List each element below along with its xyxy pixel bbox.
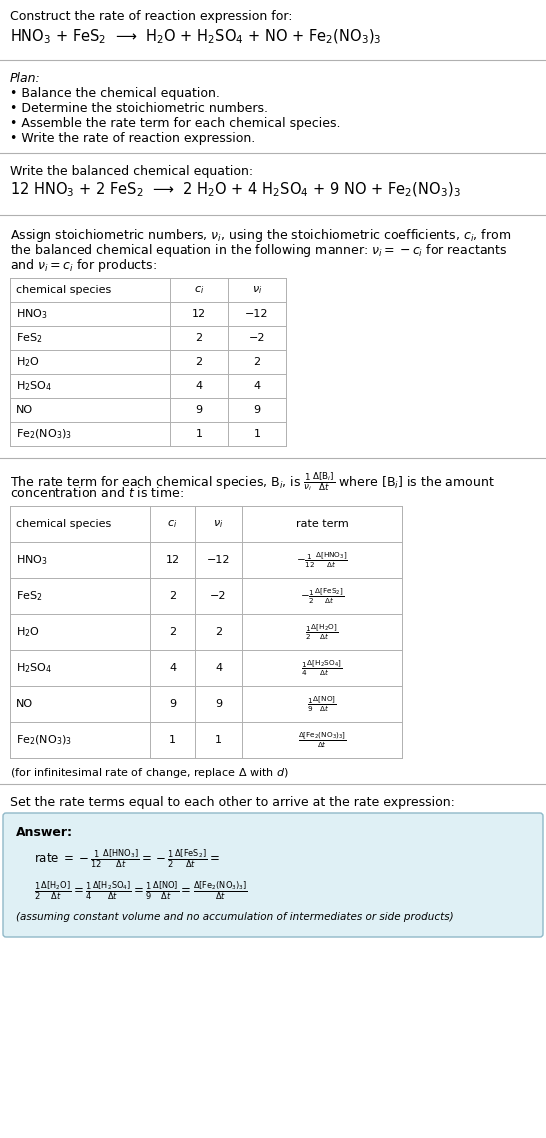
Text: $c_i$: $c_i$: [168, 518, 177, 530]
Text: $\frac{1}{4}\frac{\Delta[\mathrm{H_2SO_4}]}{\Delta t}$: $\frac{1}{4}\frac{\Delta[\mathrm{H_2SO_4…: [301, 658, 343, 678]
Text: FeS$_2$: FeS$_2$: [16, 589, 43, 603]
Text: 1: 1: [169, 735, 176, 745]
Text: 12: 12: [165, 555, 180, 564]
Text: $\frac{1}{2}\frac{\Delta[\mathrm{H_2O}]}{\Delta t}$: $\frac{1}{2}\frac{\Delta[\mathrm{H_2O}]}…: [305, 622, 339, 642]
Text: 12: 12: [192, 310, 206, 319]
Text: −12: −12: [207, 555, 230, 564]
Text: 4: 4: [169, 663, 176, 673]
Text: −2: −2: [249, 333, 265, 343]
Text: (for infinitesimal rate of change, replace Δ with $d$): (for infinitesimal rate of change, repla…: [10, 766, 289, 780]
Text: 9: 9: [253, 405, 260, 415]
Text: $\frac{1}{9}\frac{\Delta[\mathrm{NO}]}{\Delta t}$: $\frac{1}{9}\frac{\Delta[\mathrm{NO}]}{\…: [307, 694, 337, 714]
Text: H$_2$SO$_4$: H$_2$SO$_4$: [16, 661, 52, 675]
Text: • Write the rate of reaction expression.: • Write the rate of reaction expression.: [10, 132, 255, 145]
Text: 1: 1: [195, 429, 203, 439]
Text: NO: NO: [16, 405, 33, 415]
Text: rate $= -\frac{1}{12}\frac{\Delta[\mathrm{HNO_3}]}{\Delta t} = -\frac{1}{2}\frac: rate $= -\frac{1}{12}\frac{\Delta[\mathr…: [34, 848, 219, 871]
Text: the balanced chemical equation in the following manner: $\nu_i = -c_i$ for react: the balanced chemical equation in the fo…: [10, 242, 507, 259]
Text: Write the balanced chemical equation:: Write the balanced chemical equation:: [10, 165, 253, 178]
Text: H$_2$O: H$_2$O: [16, 625, 40, 638]
Text: Answer:: Answer:: [16, 826, 73, 839]
FancyBboxPatch shape: [3, 813, 543, 937]
Text: 12 HNO$_3$ + 2 FeS$_2$  ⟶  2 H$_2$O + 4 H$_2$SO$_4$ + 9 NO + Fe$_2$(NO$_3$)$_3$: 12 HNO$_3$ + 2 FeS$_2$ ⟶ 2 H$_2$O + 4 H$…: [10, 181, 461, 199]
Text: $\nu_i$: $\nu_i$: [252, 284, 262, 296]
Text: HNO$_3$: HNO$_3$: [16, 553, 48, 567]
Text: Fe$_2$(NO$_3$)$_3$: Fe$_2$(NO$_3$)$_3$: [16, 427, 72, 440]
Text: Assign stoichiometric numbers, $\nu_i$, using the stoichiometric coefficients, $: Assign stoichiometric numbers, $\nu_i$, …: [10, 226, 511, 244]
Text: • Determine the stoichiometric numbers.: • Determine the stoichiometric numbers.: [10, 102, 268, 115]
Text: Set the rate terms equal to each other to arrive at the rate expression:: Set the rate terms equal to each other t…: [10, 795, 455, 809]
Text: $-\frac{1}{2}\frac{\Delta[\mathrm{FeS_2}]}{\Delta t}$: $-\frac{1}{2}\frac{\Delta[\mathrm{FeS_2}…: [300, 586, 344, 605]
Text: chemical species: chemical species: [16, 284, 111, 295]
Text: and $\nu_i = c_i$ for products:: and $\nu_i = c_i$ for products:: [10, 257, 157, 274]
Text: 9: 9: [169, 699, 176, 709]
Text: 4: 4: [215, 663, 222, 673]
Text: concentration and $t$ is time:: concentration and $t$ is time:: [10, 486, 184, 500]
Text: $\nu_i$: $\nu_i$: [213, 518, 224, 530]
Text: Plan:: Plan:: [10, 72, 41, 85]
Text: $\frac{\Delta[\mathrm{Fe_2(NO_3)_3}]}{\Delta t}$: $\frac{\Delta[\mathrm{Fe_2(NO_3)_3}]}{\D…: [298, 731, 346, 750]
Text: Construct the rate of reaction expression for:: Construct the rate of reaction expressio…: [10, 10, 293, 23]
Text: $\frac{1}{2}\frac{\Delta[\mathrm{H_2O}]}{\Delta t} = \frac{1}{4}\frac{\Delta[\ma: $\frac{1}{2}\frac{\Delta[\mathrm{H_2O}]}…: [34, 880, 248, 902]
Text: • Assemble the rate term for each chemical species.: • Assemble the rate term for each chemic…: [10, 117, 341, 130]
Text: −12: −12: [245, 310, 269, 319]
Text: 2: 2: [253, 357, 260, 366]
Text: FeS$_2$: FeS$_2$: [16, 331, 43, 345]
Text: 9: 9: [195, 405, 203, 415]
Text: Fe$_2$(NO$_3$)$_3$: Fe$_2$(NO$_3$)$_3$: [16, 733, 72, 747]
Text: 1: 1: [253, 429, 260, 439]
Text: HNO$_3$: HNO$_3$: [16, 307, 48, 321]
Text: NO: NO: [16, 699, 33, 709]
Text: 2: 2: [195, 333, 203, 343]
Text: $-\frac{1}{12}\frac{\Delta[\mathrm{HNO_3}]}{\Delta t}$: $-\frac{1}{12}\frac{\Delta[\mathrm{HNO_3…: [296, 550, 348, 570]
Text: 4: 4: [195, 381, 203, 391]
Text: 2: 2: [169, 627, 176, 637]
Text: H$_2$O: H$_2$O: [16, 355, 40, 369]
Text: The rate term for each chemical species, B$_i$, is $\frac{1}{\nu_i}\frac{\Delta[: The rate term for each chemical species,…: [10, 470, 495, 493]
Text: • Balance the chemical equation.: • Balance the chemical equation.: [10, 86, 220, 100]
Text: $c_i$: $c_i$: [194, 284, 204, 296]
Text: −2: −2: [210, 591, 227, 601]
Text: 4: 4: [253, 381, 260, 391]
Text: H$_2$SO$_4$: H$_2$SO$_4$: [16, 379, 52, 393]
Text: rate term: rate term: [295, 519, 348, 529]
Text: 2: 2: [215, 627, 222, 637]
Text: 2: 2: [169, 591, 176, 601]
Text: 1: 1: [215, 735, 222, 745]
Text: 9: 9: [215, 699, 222, 709]
Text: HNO$_3$ + FeS$_2$  ⟶  H$_2$O + H$_2$SO$_4$ + NO + Fe$_2$(NO$_3$)$_3$: HNO$_3$ + FeS$_2$ ⟶ H$_2$O + H$_2$SO$_4$…: [10, 28, 382, 47]
Text: (assuming constant volume and no accumulation of intermediates or side products): (assuming constant volume and no accumul…: [16, 912, 454, 922]
Text: 2: 2: [195, 357, 203, 366]
Text: chemical species: chemical species: [16, 519, 111, 529]
